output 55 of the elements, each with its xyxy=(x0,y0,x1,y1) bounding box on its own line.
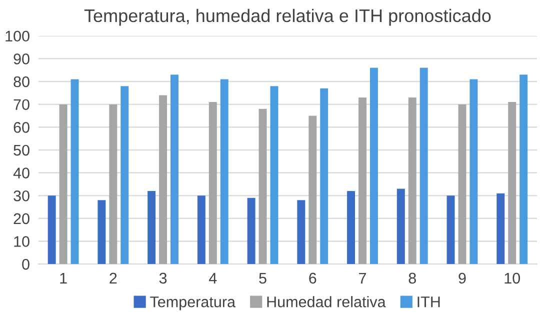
bar xyxy=(396,188,405,264)
bar xyxy=(320,88,328,264)
y-tick-label: 0 xyxy=(22,258,30,270)
bar xyxy=(247,198,256,264)
bar xyxy=(420,68,428,264)
bar xyxy=(98,200,106,264)
bar xyxy=(159,95,168,264)
legend-label: ITH xyxy=(418,296,440,308)
x-tick-label: 6 xyxy=(309,272,316,284)
x-tick-label: 8 xyxy=(408,272,416,284)
bar xyxy=(458,104,466,264)
bar xyxy=(297,200,306,264)
legend-label: Temperatura xyxy=(150,296,236,310)
bar xyxy=(170,74,178,264)
bar xyxy=(520,74,528,264)
bar xyxy=(496,193,505,264)
bar xyxy=(446,196,455,264)
y-tick-label: 30 xyxy=(14,190,30,202)
bar xyxy=(197,196,206,264)
x-tick-label: 5 xyxy=(259,272,266,284)
bar xyxy=(148,191,156,264)
y-tick-label: 40 xyxy=(13,168,30,178)
bar xyxy=(508,102,516,264)
y-tick-label: 10 xyxy=(14,236,30,247)
x-tick-label: 10 xyxy=(504,272,520,284)
bar xyxy=(470,79,478,264)
x-tick-label: 9 xyxy=(458,272,466,284)
bar xyxy=(408,97,416,264)
bar xyxy=(220,79,228,264)
bar xyxy=(347,191,356,264)
y-tick-label: 90 xyxy=(14,54,30,64)
legend-label: Humedad relativa xyxy=(267,296,386,308)
bar xyxy=(208,102,217,264)
y-tick-label: 70 xyxy=(14,99,30,110)
bar xyxy=(258,108,267,264)
y-tick-label: 20 xyxy=(14,213,30,224)
bar xyxy=(358,97,366,264)
x-tick-label: 4 xyxy=(209,272,217,284)
chart-title: Temperatura, humedad relativa e ITH pronosticado xyxy=(84,8,491,26)
bar xyxy=(109,104,118,264)
y-tick-label: 50 xyxy=(14,144,30,156)
x-tick-label: 1 xyxy=(60,272,67,284)
x-tick-label: 2 xyxy=(110,272,117,284)
bar xyxy=(120,86,129,264)
bar xyxy=(370,68,378,264)
bar xyxy=(48,196,56,264)
bar xyxy=(59,104,68,264)
y-tick-label: 100 xyxy=(6,30,30,42)
bar xyxy=(70,79,79,264)
y-tick-label: 80 xyxy=(14,76,30,88)
bar xyxy=(308,116,317,264)
bar xyxy=(270,86,278,264)
x-tick-label: 7 xyxy=(359,272,366,284)
y-tick-label: 60 xyxy=(14,122,30,133)
x-tick-label: 3 xyxy=(159,272,167,284)
